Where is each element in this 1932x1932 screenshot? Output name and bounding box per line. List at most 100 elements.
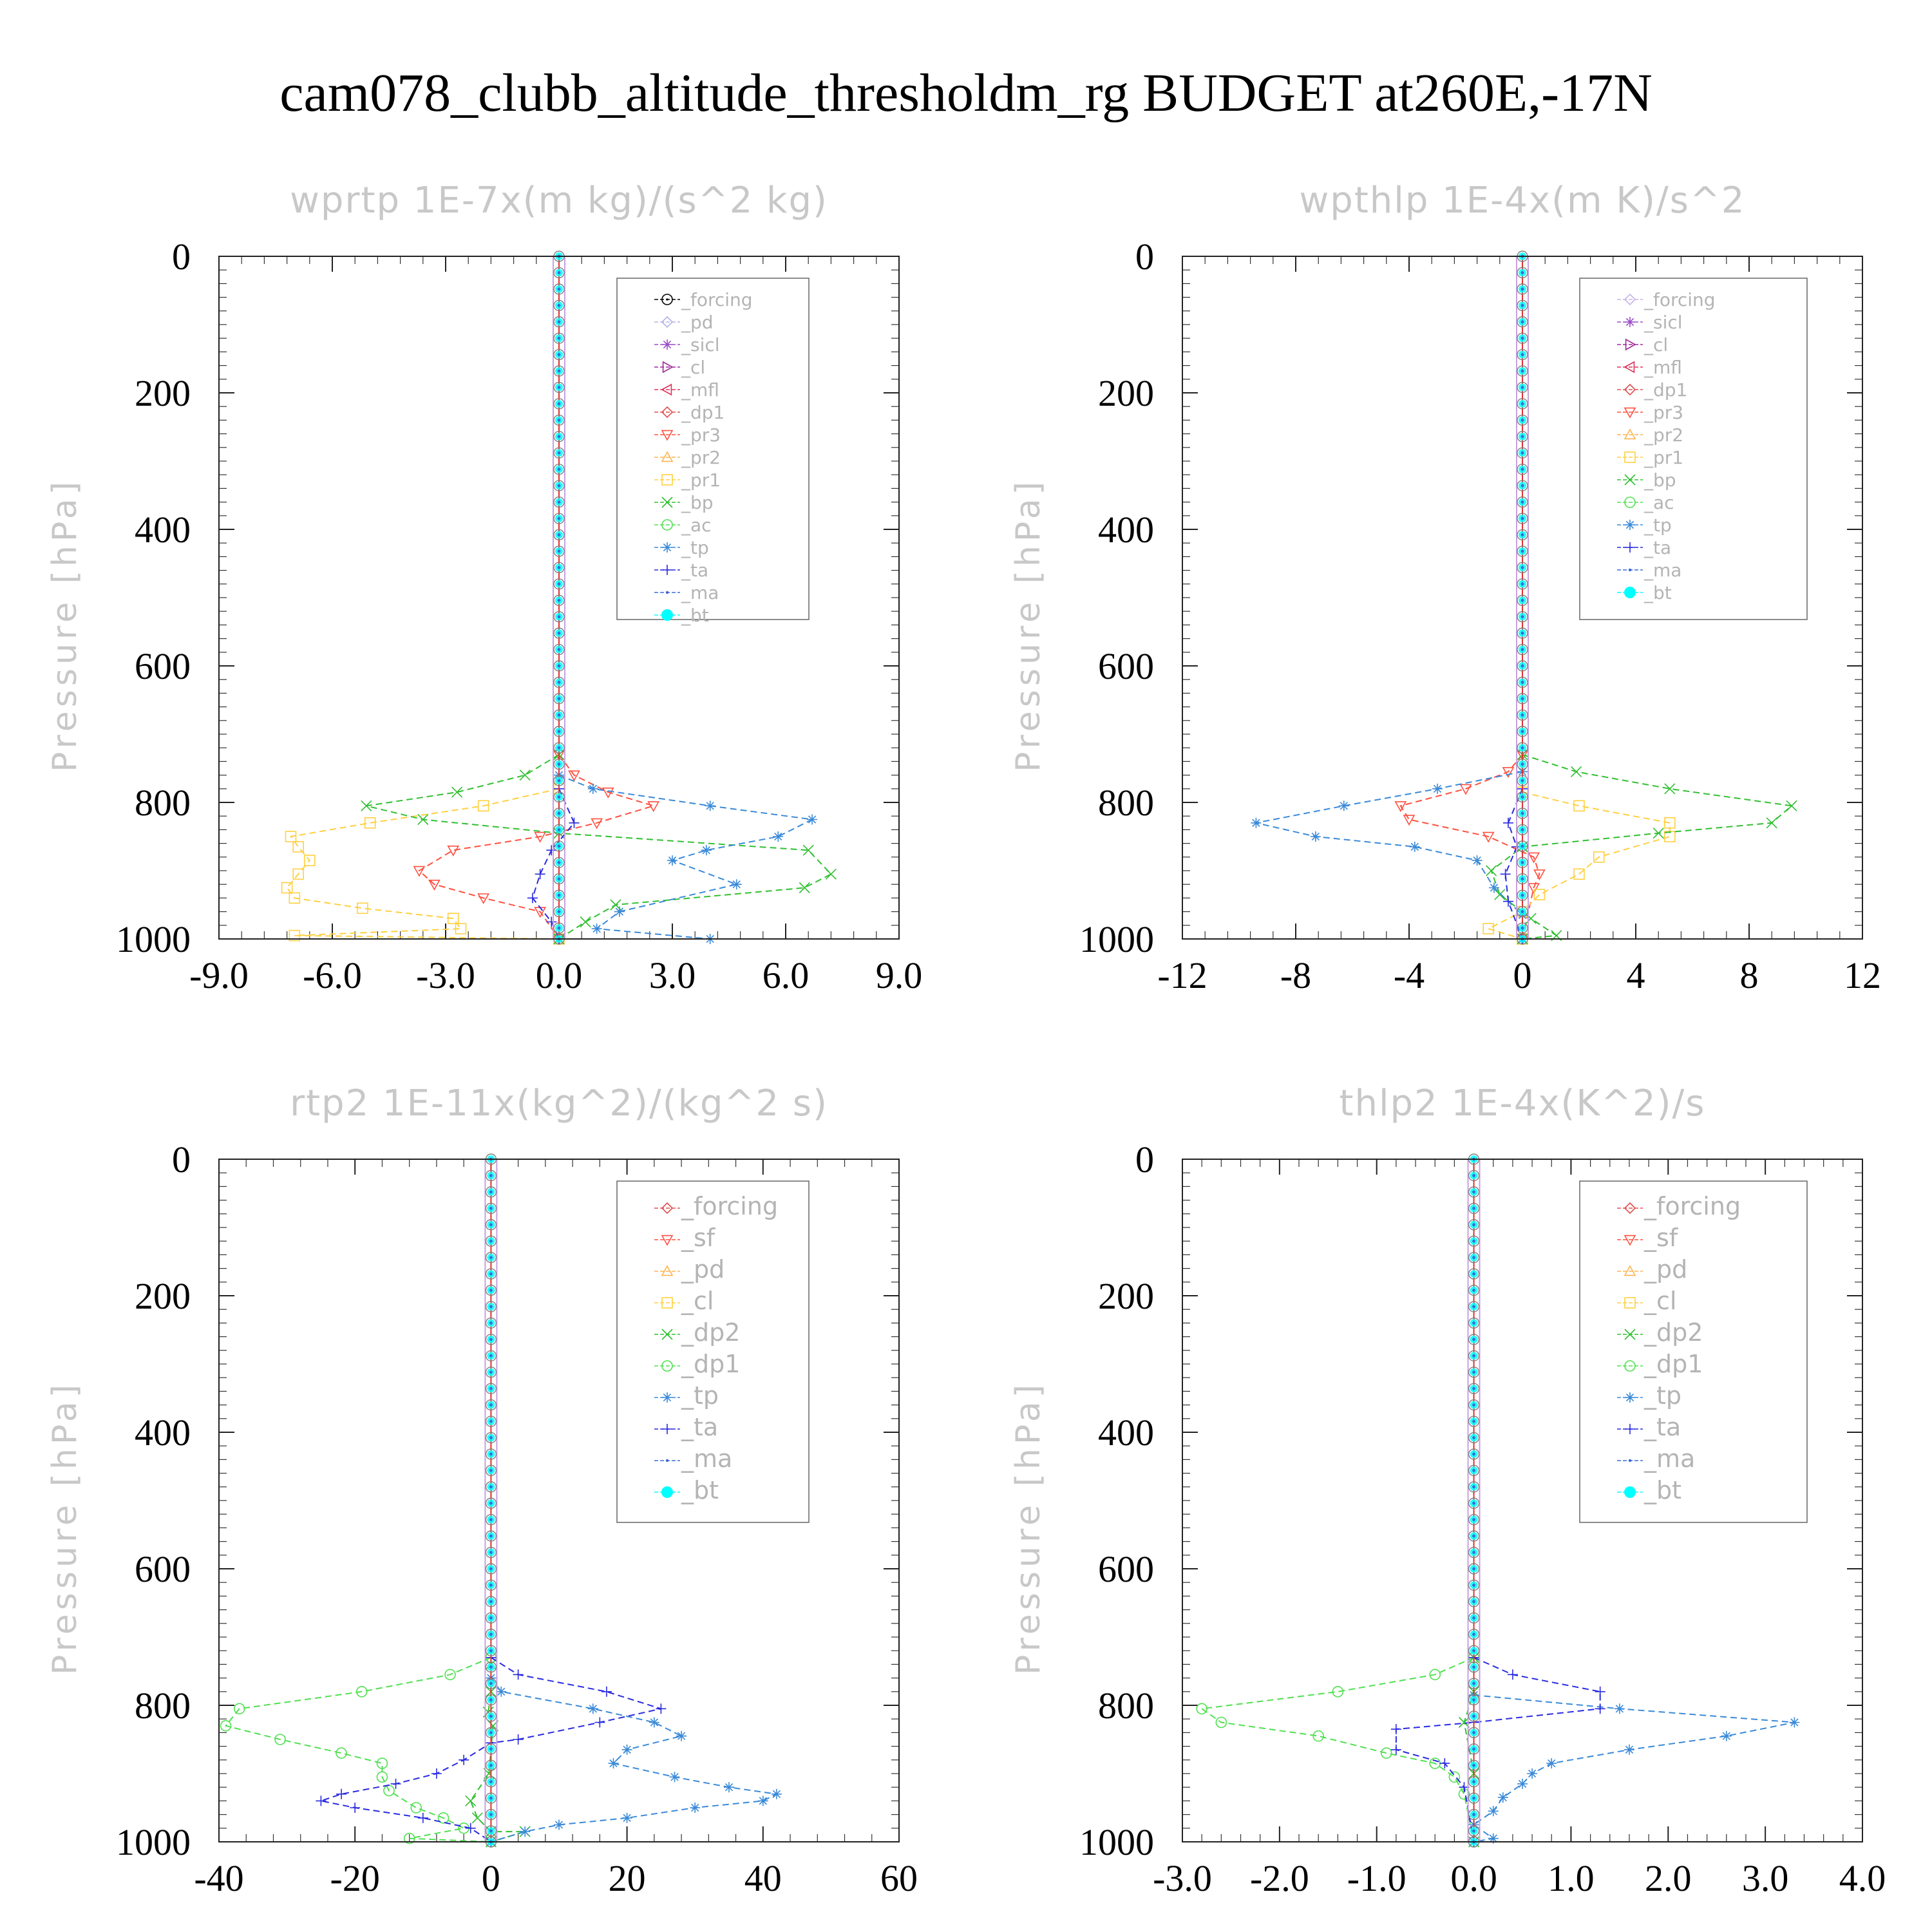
zero-marker-ma bbox=[1520, 926, 1524, 930]
series-line bbox=[1200, 1656, 1475, 1842]
data-point bbox=[621, 1812, 632, 1823]
x-tick-label: 20 bbox=[609, 1857, 646, 1899]
data-point bbox=[1595, 1686, 1605, 1697]
data-point bbox=[608, 1758, 619, 1769]
zero-marker-ma bbox=[1472, 1206, 1475, 1210]
zero-marker-ma bbox=[1472, 1551, 1475, 1554]
legend-marker bbox=[1624, 293, 1636, 306]
x-tick-label: 9.0 bbox=[876, 954, 923, 996]
zero-marker-ring bbox=[1468, 1432, 1480, 1444]
legend-marker bbox=[1625, 1392, 1635, 1403]
zero-marker-ring bbox=[485, 1367, 497, 1378]
data-point bbox=[233, 1703, 245, 1715]
zero-marker-ring bbox=[485, 1235, 497, 1247]
zero-marker-ma bbox=[1472, 1829, 1475, 1833]
zero-marker-ma bbox=[1520, 877, 1524, 881]
zero-marker-ma bbox=[1520, 779, 1524, 782]
data-point bbox=[1500, 869, 1511, 880]
data-point bbox=[471, 1812, 483, 1824]
zero-marker-ring bbox=[485, 1694, 497, 1706]
data-point bbox=[1251, 817, 1262, 828]
legend-marker bbox=[1624, 1329, 1636, 1340]
legend-marker bbox=[1624, 361, 1635, 374]
zero-marker-ma bbox=[1472, 1468, 1475, 1472]
data-point bbox=[1429, 1669, 1441, 1681]
data-point bbox=[1394, 801, 1407, 812]
zero-marker-ma bbox=[557, 746, 561, 750]
zero-marker-ma bbox=[1472, 1616, 1475, 1620]
y-tick-label: 600 bbox=[1098, 1548, 1154, 1590]
data-point bbox=[731, 879, 742, 890]
y-tick-label: 200 bbox=[1098, 372, 1154, 414]
zero-marker-ma bbox=[1472, 1305, 1475, 1309]
data-point bbox=[690, 1803, 701, 1813]
legend-label: _tp bbox=[1643, 515, 1672, 536]
legend-item: _sicl bbox=[1617, 312, 1683, 333]
legend-item: _mfl bbox=[1617, 357, 1682, 378]
legend-item: _dp1 bbox=[1617, 1350, 1703, 1378]
data-point bbox=[376, 1771, 388, 1783]
zero-marker-ring bbox=[553, 464, 565, 475]
data-point bbox=[459, 1754, 469, 1765]
zero-marker-ring bbox=[1468, 1219, 1480, 1231]
zero-marker-ma bbox=[1472, 1714, 1475, 1718]
zero-marker-ma bbox=[1472, 1780, 1475, 1784]
zero-marker-ma bbox=[489, 1731, 493, 1734]
zero-marker-ring bbox=[1517, 791, 1528, 803]
zero-marker-ma bbox=[1520, 598, 1524, 602]
plot-frame bbox=[1182, 1159, 1863, 1842]
legend-item: _bt bbox=[1617, 582, 1672, 603]
zero-marker-ma bbox=[557, 386, 561, 389]
y-tick-label: 400 bbox=[135, 1412, 191, 1454]
zero-marker-ring bbox=[1468, 1743, 1480, 1755]
x-tick-label: 4.0 bbox=[1839, 1857, 1886, 1899]
zero-marker-ma bbox=[1520, 402, 1524, 406]
zero-marker-ma bbox=[1472, 1403, 1475, 1407]
data-point bbox=[802, 844, 814, 856]
zero-marker-ring bbox=[1468, 1546, 1480, 1558]
data-point bbox=[580, 916, 591, 928]
data-point bbox=[1310, 831, 1321, 842]
zero-marker-ring bbox=[1517, 480, 1528, 491]
zero-marker-ring bbox=[485, 1186, 497, 1198]
legend-item: _ta bbox=[1617, 537, 1671, 558]
chart-panel-3: rtp2 1E-11x(kg^2)/(kg^2 s) Pressure [hPa]… bbox=[46, 1083, 918, 1899]
y-tick-label: 600 bbox=[135, 645, 191, 687]
series-line bbox=[1486, 791, 1671, 940]
zero-marker-ring bbox=[1517, 611, 1528, 623]
zero-marker-ring bbox=[553, 693, 565, 705]
legend-item: _cl bbox=[654, 357, 705, 378]
legend-item: _tp bbox=[654, 537, 709, 558]
legend-label: _forcing bbox=[681, 289, 753, 310]
data-point bbox=[477, 893, 490, 905]
legend-label: _dp1 bbox=[1643, 1350, 1703, 1378]
zero-marker-ring bbox=[485, 1317, 497, 1329]
legend-label: _sicl bbox=[681, 334, 720, 355]
legend-marker bbox=[1625, 338, 1636, 351]
series-tp bbox=[1468, 1690, 1800, 1847]
legend: _forcing _sf _pd _cl _dp2 _dp1 _tp _ta _ma _bt bbox=[1579, 1180, 1808, 1523]
data-point bbox=[1494, 889, 1506, 900]
zero-marker-ma bbox=[557, 631, 561, 635]
data-point bbox=[587, 1703, 598, 1714]
y-tick-label: 600 bbox=[1098, 645, 1154, 687]
zero-marker-ma bbox=[489, 1698, 493, 1701]
zero-marker-ring bbox=[485, 1579, 497, 1591]
zero-marker-ma bbox=[489, 1584, 493, 1587]
zero-marker-ma bbox=[557, 779, 561, 782]
legend-item: _ma bbox=[654, 582, 719, 603]
zero-marker-ma bbox=[1472, 1763, 1475, 1767]
y-tick-label: 200 bbox=[135, 1275, 191, 1317]
legend-box bbox=[616, 1180, 810, 1523]
legend-label: _cl bbox=[681, 357, 705, 378]
zero-marker-ma bbox=[1520, 582, 1524, 586]
zero-marker-ring bbox=[1468, 1759, 1480, 1771]
legend-item: _cl bbox=[1617, 334, 1668, 355]
zero-marker-ring bbox=[1517, 627, 1528, 639]
data-point bbox=[1489, 882, 1499, 893]
zero-marker-ma bbox=[1472, 1649, 1475, 1653]
zero-marker-ma bbox=[489, 1174, 493, 1177]
series-line bbox=[1504, 788, 1523, 940]
plot-area bbox=[1196, 1153, 1800, 1848]
data-point bbox=[591, 923, 602, 934]
